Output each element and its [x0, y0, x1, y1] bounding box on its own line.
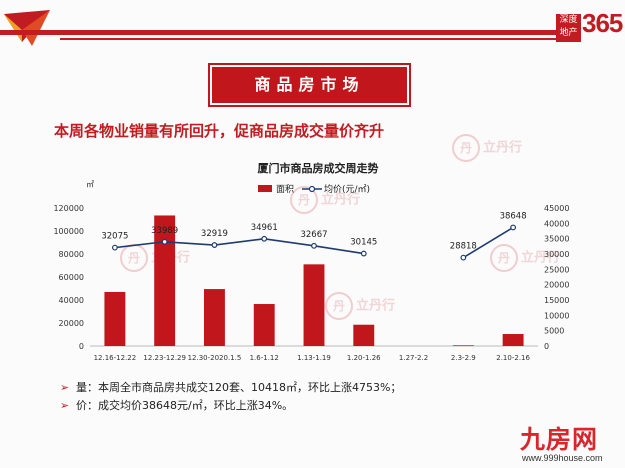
- legend-swatch-area: [258, 185, 272, 192]
- y-left-tick-label: 0: [79, 342, 84, 351]
- chart-title: 厦门市商品房成交周走势: [258, 161, 379, 175]
- bullet-price-text: 价：成交均价38648元/㎡，环比上涨34%。: [76, 399, 294, 412]
- price-line: [114, 237, 364, 255]
- y-right-tick-label: 25000: [544, 265, 569, 274]
- price-point: [261, 235, 268, 242]
- price-data-label: 33989: [151, 226, 178, 236]
- bullet-price: ➢ 价：成交均价38648元/㎡，环比上涨34%。: [60, 396, 401, 414]
- paper-plane-logo-icon: [4, 10, 50, 46]
- y-right-tick-label: 5000: [544, 327, 564, 336]
- x-tick-label: 1.20-1.26: [347, 354, 381, 362]
- price-data-label: 34961: [251, 223, 278, 233]
- y-left-tick-label: 100000: [53, 227, 84, 236]
- section-banner: 商品房市场: [210, 65, 409, 105]
- legend-marker-price: [308, 185, 316, 193]
- bar-area: [303, 264, 325, 346]
- y-left-tick-label: 120000: [53, 204, 84, 213]
- bullet-volume: ➢ 量：本周全市商品房共成交120套、10418㎡，环比上涨4753%；: [60, 378, 401, 396]
- price-point: [311, 242, 317, 249]
- header-bar-thin: [60, 38, 560, 40]
- footer-brand-logo: 九房网 www.999house.com: [520, 420, 624, 468]
- price-point: [111, 244, 118, 251]
- x-tick-label: 2.10-2.16: [496, 354, 530, 362]
- bar-area: [203, 289, 225, 346]
- price-line: [462, 226, 514, 259]
- brand-logo-top-text: 深度: [559, 15, 578, 25]
- plot-area: 0 20000 40000 60000 80000 100000 120000 0 5000 10…: [53, 204, 569, 362]
- brand-logo-square: 深度 地产: [556, 14, 581, 42]
- brand-logo-number: 365: [582, 8, 623, 38]
- arrow-bullet-icon: ➢: [60, 398, 70, 412]
- bar-area: [452, 345, 474, 346]
- price-point: [460, 254, 467, 261]
- price-data-label: 38648: [500, 211, 527, 221]
- legend-label-price: 均价(元/㎡): [324, 183, 370, 195]
- y-right-tick-label: 10000: [544, 311, 569, 320]
- watermark: 丹立丹行: [452, 134, 522, 162]
- y-left-tick-label: 40000: [59, 296, 84, 305]
- y-right-tick-label: 35000: [544, 235, 569, 244]
- price-point: [360, 250, 367, 257]
- price-data-label: 32075: [101, 232, 128, 242]
- price-data-label: 28818: [450, 242, 477, 252]
- x-tick-label: 1.6-1.12: [250, 354, 279, 362]
- brand-logo-365: 深度 地产 365: [556, 8, 623, 44]
- watermark: 丹立丹行: [490, 244, 560, 272]
- y-left-tick-label: 20000: [59, 319, 84, 328]
- y-right-tick-label: 40000: [544, 219, 569, 228]
- bullet-volume-text: 量：本周全市商品房共成交120套、10418㎡，环比上涨4753%；: [76, 381, 402, 394]
- brand-logo-bottom-text: 地产: [559, 28, 578, 38]
- y-left-tick-label: 80000: [59, 250, 84, 259]
- y-left-tick-label: 60000: [59, 273, 84, 282]
- y-right-tick-label: 45000: [544, 204, 569, 213]
- y-right-tick-label: 20000: [544, 281, 569, 290]
- legend-label-area: 面积: [276, 183, 294, 195]
- price-point: [161, 238, 168, 245]
- footer-brand-url: www.999house.com: [522, 453, 603, 463]
- price-data-label: 32919: [201, 229, 228, 239]
- price-point: [211, 242, 218, 248]
- summary-bullets: ➢ 量：本周全市商品房共成交120套、10418㎡，环比上涨4753%； ➢ 价…: [60, 378, 401, 414]
- watermark: 丹立丹行: [325, 292, 395, 320]
- chart-legend: 面积 均价(元/㎡): [258, 183, 370, 195]
- watermark: 丹立丹行: [290, 186, 360, 214]
- bar-area: [154, 215, 176, 346]
- x-tick-label: 2.3-2.9: [451, 354, 476, 362]
- x-tick-label: 1.27-2.2: [399, 354, 428, 362]
- price-data-label: 32667: [300, 230, 327, 240]
- x-tick-label: 12.30-2020.1.5: [188, 354, 242, 362]
- price-data-label: 30145: [350, 238, 377, 248]
- price-point: [510, 224, 517, 231]
- bar-area: [502, 334, 524, 346]
- headline: 本周各物业销量有所回升，促商品房成交量价齐升: [54, 122, 385, 140]
- x-tick-label: 12.16-12.22: [94, 354, 137, 362]
- y-right-tick-label: 15000: [544, 296, 569, 305]
- header-bar: [0, 30, 560, 35]
- bar-area: [353, 324, 375, 346]
- y-right-tick-label: 30000: [544, 250, 569, 259]
- bar-area: [104, 291, 126, 346]
- footer-brand-name: 九房网: [520, 425, 599, 454]
- y-left-unit: ㎡: [86, 180, 94, 189]
- arrow-bullet-icon: ➢: [60, 380, 70, 394]
- x-tick-label: 1.13-1.19: [297, 354, 331, 362]
- y-right-tick-label: 0: [544, 342, 549, 351]
- bar-area: [253, 304, 275, 346]
- x-tick-label: 12.23-12.29: [143, 354, 186, 362]
